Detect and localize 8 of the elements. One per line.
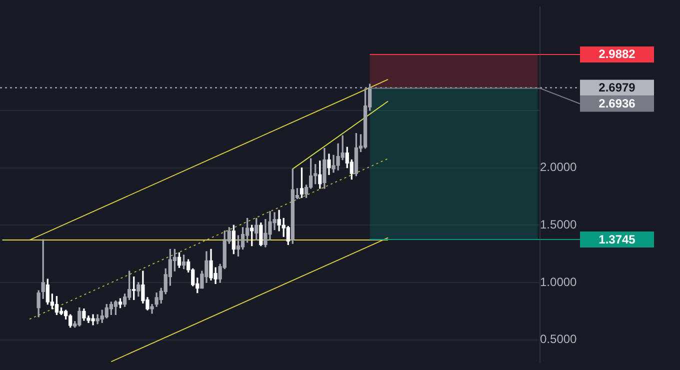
ref-line-label: 2.6979 — [598, 80, 636, 95]
y-tick-label: 0.5000 — [540, 332, 578, 346]
ref-line-label: 1.3745 — [598, 232, 636, 246]
y-tick-label: 2.0000 — [540, 160, 578, 174]
y-tick-label: 1.0000 — [540, 274, 578, 289]
ref-line-label: 2.6936 — [598, 96, 636, 111]
ref-line-label: 2.9882 — [598, 47, 636, 62]
y-tick-label: 1.5000 — [540, 217, 578, 232]
